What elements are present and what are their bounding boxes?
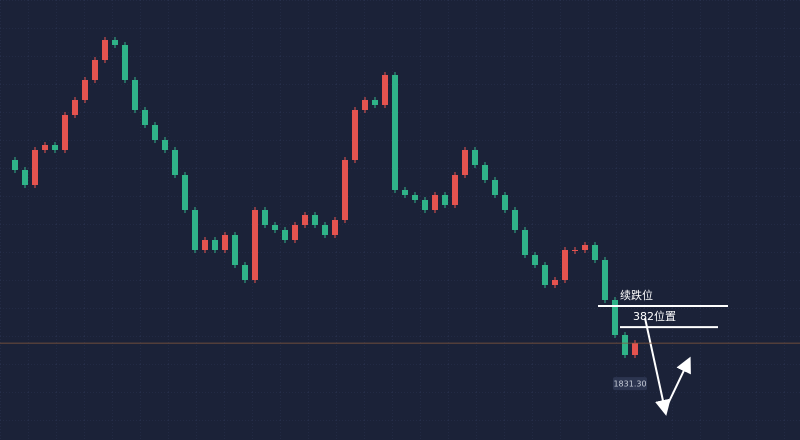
candle-body — [72, 100, 78, 115]
candle-body — [382, 75, 388, 105]
candle-body — [572, 250, 578, 251]
candle-body — [372, 100, 378, 105]
candle-body — [632, 343, 638, 355]
candle-body — [102, 40, 108, 60]
candle-body — [492, 180, 498, 195]
candle-body — [32, 150, 38, 185]
candle-body — [282, 230, 288, 240]
candle-body — [222, 235, 228, 250]
level-label: 382位置 — [633, 309, 676, 323]
candle-body — [582, 245, 588, 250]
candle-body — [512, 210, 518, 230]
level-label: 续跌位 — [620, 288, 653, 302]
candle-body — [192, 210, 198, 250]
candle-body — [152, 125, 158, 140]
candle-body — [122, 45, 128, 80]
candle-body — [142, 110, 148, 125]
candle-body — [342, 160, 348, 220]
candle-body — [402, 190, 408, 195]
candle-body — [532, 255, 538, 265]
candle-body — [272, 225, 278, 230]
candle-body — [562, 250, 568, 280]
candle-body — [622, 335, 628, 355]
candle-body — [422, 200, 428, 210]
candle-body — [262, 210, 268, 225]
candle-body — [552, 280, 558, 285]
candle-body — [392, 75, 398, 190]
candle-body — [232, 235, 238, 265]
candle-body — [132, 80, 138, 110]
candle-body — [452, 175, 458, 205]
candle-body — [502, 195, 508, 210]
candle-body — [612, 300, 618, 335]
candle-body — [182, 175, 188, 210]
candle-body — [352, 110, 358, 160]
price-label-box — [613, 377, 647, 391]
candle-body — [252, 210, 258, 280]
candle-body — [212, 240, 218, 250]
candle-body — [362, 100, 368, 110]
candle-body — [22, 170, 28, 185]
candle-body — [322, 225, 328, 235]
candle-body — [542, 265, 548, 285]
candle-body — [412, 195, 418, 200]
candle-body — [112, 40, 118, 45]
candle-body — [302, 215, 308, 225]
candle-body — [52, 145, 58, 150]
candle-body — [592, 245, 598, 260]
candle-body — [172, 150, 178, 175]
candle-body — [522, 230, 528, 255]
candle-body — [202, 240, 208, 250]
candle-body — [462, 150, 468, 175]
candle-body — [162, 140, 168, 150]
candle-body — [42, 145, 48, 150]
price-label: 1831.30 — [613, 380, 646, 389]
candle-body — [312, 215, 318, 225]
arrow-down — [644, 317, 671, 416]
candle-body — [482, 165, 488, 180]
candle-body — [602, 260, 608, 300]
candle-body — [242, 265, 248, 280]
candles — [12, 37, 638, 358]
candle-body — [442, 195, 448, 205]
candle-body — [82, 80, 88, 100]
candle-body — [12, 160, 18, 170]
candle-body — [62, 115, 68, 150]
candle-body — [432, 195, 438, 210]
candle-body — [92, 60, 98, 80]
candle-body — [292, 225, 298, 240]
candle-body — [472, 150, 478, 165]
arrow-up — [664, 356, 691, 411]
candle-body — [332, 220, 338, 235]
